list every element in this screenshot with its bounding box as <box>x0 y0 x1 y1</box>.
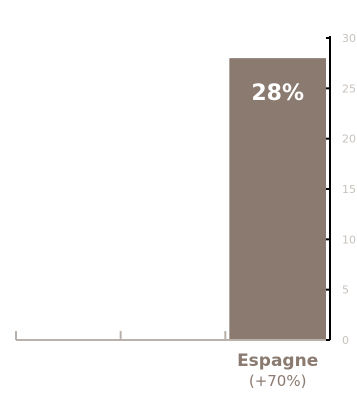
y-tick-label: 5 <box>342 284 349 297</box>
category-sublabel: (+70%) <box>249 372 307 390</box>
bars-group <box>229 58 326 341</box>
data-label: 28% <box>251 81 304 106</box>
category-label: Espagne <box>237 351 318 371</box>
axes-group <box>15 36 331 341</box>
y-tick-label: 0 <box>342 334 349 347</box>
y-tick-label: 10 <box>342 233 356 246</box>
labels-group: 28% 0 5 10 15 20 25 30 Espagne(+70%) <box>237 32 356 390</box>
y-tick-label: 15 <box>342 183 356 196</box>
y-tick-label: 30 <box>342 32 356 45</box>
y-tick-label: 25 <box>342 82 356 95</box>
bar-Espagne <box>229 58 326 341</box>
y-tick-label: 20 <box>342 133 356 146</box>
